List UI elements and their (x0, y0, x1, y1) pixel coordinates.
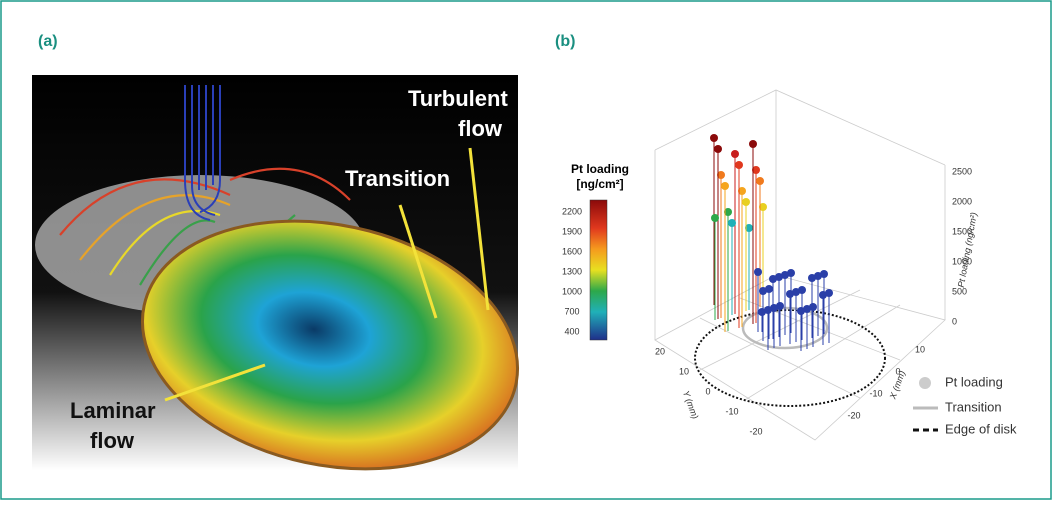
plot-box (654, 89, 946, 441)
point (714, 145, 722, 153)
annotation: Transition (345, 166, 450, 191)
colorbar-tick: 2200 (562, 206, 582, 216)
flow-render (32, 75, 520, 471)
z-tick-label: 1000 (952, 256, 972, 266)
point (754, 268, 762, 276)
z-tick-label: 2500 (952, 166, 972, 176)
colorbar-tick: 700 (564, 306, 579, 316)
colorbar-tick: 1600 (562, 246, 582, 256)
point (808, 274, 816, 282)
point (759, 287, 767, 295)
point (724, 208, 732, 216)
point (738, 187, 746, 195)
point (711, 214, 719, 222)
point (721, 182, 729, 190)
z-axis-label: Pt loading (ng/cm²) (956, 212, 979, 289)
point (742, 198, 750, 206)
panel-label: (b) (555, 33, 575, 50)
point (728, 219, 736, 227)
z-tick-label: 500 (952, 286, 967, 296)
point (769, 275, 777, 283)
legend-label: Pt loading (945, 374, 1003, 389)
y-tick-label: -20 (749, 426, 762, 436)
point (731, 150, 739, 158)
point (758, 308, 766, 316)
stems (710, 134, 833, 351)
z-tick-label: 0 (952, 316, 957, 326)
point (745, 224, 753, 232)
colorbar-tick: 1900 (562, 226, 582, 236)
point (735, 161, 743, 169)
y-tick-label: 0 (705, 386, 710, 396)
x-tick-label: -20 (847, 410, 860, 420)
colorbar-tick: 1300 (562, 266, 582, 276)
y-axis-label: Y (mm) (681, 389, 700, 420)
annotation: flow (90, 428, 135, 453)
y-tick-label: -10 (725, 406, 738, 416)
point (786, 290, 794, 298)
colorbar-tick: 1000 (562, 286, 582, 296)
x-tick-label: 10 (915, 344, 925, 354)
colorbar-title: [ng/cm²] (576, 177, 623, 191)
point (759, 203, 767, 211)
point (710, 134, 718, 142)
point (756, 177, 764, 185)
y-tick-label: 20 (655, 346, 665, 356)
x-tick-label: 0 (895, 366, 900, 376)
colorbar-title: Pt loading (571, 162, 629, 176)
x-tick-label: -10 (869, 388, 882, 398)
point (797, 307, 805, 315)
panel-label: (a) (38, 33, 58, 50)
z-tick-label: 2000 (952, 196, 972, 206)
y-tick-label: 10 (679, 366, 689, 376)
legend-symbol (919, 377, 931, 389)
legend-label: Transition (945, 399, 1002, 414)
point (819, 291, 827, 299)
point (717, 171, 725, 179)
colorbar (589, 199, 608, 341)
z-tick-label: 1500 (952, 226, 972, 236)
legend-label: Edge of disk (945, 421, 1017, 436)
annotation: Laminar (70, 398, 156, 423)
point (749, 140, 757, 148)
annotation: Turbulent (408, 86, 508, 111)
colorbar-tick: 400 (564, 326, 579, 336)
annotation: flow (458, 116, 503, 141)
point (752, 166, 760, 174)
